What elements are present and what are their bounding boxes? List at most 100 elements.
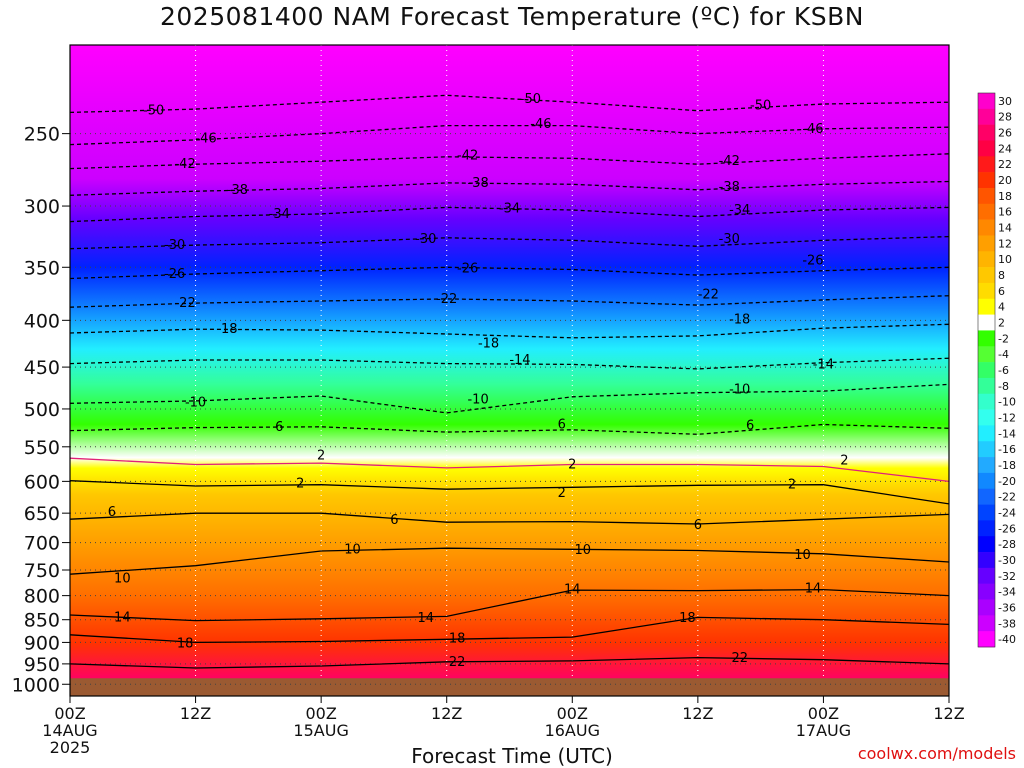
colorbar-label: -28 [998,538,1016,551]
temperature-field [70,45,949,696]
y-tick-label: 750 [24,560,60,582]
x-tick-label: 12Z [682,704,713,723]
isotherm-label: 6 [558,418,566,433]
x-tick-label: 00Z [557,704,588,723]
colorbar-swatch [978,314,995,331]
y-tick-label: 400 [24,310,60,332]
colorbar-label: -30 [998,554,1016,567]
colorbar-label: -4 [998,348,1009,361]
y-tick-label: 600 [24,471,60,493]
isotherm-label: 10 [574,543,591,558]
x-axis-label: Forecast Time (UTC) [411,744,613,768]
colorbar-swatch [978,441,995,458]
colorbar-label: -40 [998,633,1016,646]
colorbar-swatch [978,631,995,648]
isotherm-label: 22 [449,655,466,670]
y-tick-label: 300 [24,196,60,218]
colorbar-swatch [978,425,995,442]
isotherm-label: -18 [478,336,499,351]
isotherm-line [70,457,949,483]
colorbar-swatch [978,409,995,426]
isotherm-label: 10 [114,571,131,586]
colorbar-label: 14 [998,222,1012,235]
colorbar-swatch [978,156,995,173]
colorbar-label: -26 [998,522,1016,535]
temperature-shading [70,45,949,696]
colorbar-label: 2 [998,317,1005,330]
colorbar-label: 24 [998,142,1012,155]
colorbar-swatch [978,583,995,600]
isotherm-label: -34 [499,202,520,217]
colorbar-label: -8 [998,380,1009,393]
colorbar-border [977,92,996,648]
isotherm-line [70,547,949,575]
colorbar-swatch [978,457,995,474]
chart-title: 2025081400 NAM Forecast Temperature (ºC)… [160,2,864,31]
y-tick-label: 350 [24,257,60,279]
colorbar-swatch [978,377,995,395]
isotherm-line [70,588,949,622]
x-tick-date: 16AUG [545,721,600,740]
isotherm-label: -38 [227,183,248,198]
colorbar-swatch [978,567,995,584]
colorbar-swatch [978,552,995,569]
isotherm-label: -26 [164,267,185,282]
colorbar: 30 28 26 24 22 20 18 16 14 12 10 8 6 4 2 -2 -4 -6 -8 -10 -12… [977,92,1016,648]
isotherm-label: 2 [317,448,325,463]
colorbar-label: 30 [998,95,1012,108]
colorbar-label: 16 [998,206,1012,219]
isotherm-label: 6 [746,418,754,433]
y-tick-label: 500 [24,399,60,421]
isotherm-label: -46 [530,117,551,132]
isotherm-label: 2 [568,457,576,472]
credit-link[interactable]: coolwx.com/models [857,744,1016,763]
isotherm-label: -50 [520,92,541,107]
isotherm-label: 6 [390,513,398,528]
colorbar-swatch [978,267,995,284]
colorbar-swatch [978,108,995,125]
isotherm-label: -42 [457,148,478,163]
isotherm-label: -30 [164,238,185,253]
y-tick-label: 650 [24,503,60,525]
y-tick-label: 450 [24,357,60,379]
colorbar-swatch [978,203,995,220]
isotherm-label: 14 [114,610,131,625]
isotherm-lines: -50-50 -50-46-46 -46-42-42 -42-38 -38 -38-34-… [70,92,949,670]
colorbar-label: 26 [998,127,1012,140]
x-tick-label: 12Z [431,704,462,723]
ground-layer [70,678,949,696]
x-tick-label: 00Z [305,704,336,723]
colorbar-label: 6 [998,285,1005,298]
isotherm-label: -46 [802,122,823,137]
colorbar-label: -20 [998,475,1016,488]
isotherm-label: 22 [731,651,748,666]
colorbar-swatch [978,140,995,157]
isotherm-label: -18 [729,312,750,327]
colorbar-swatch [978,520,995,537]
x-tick-label: 00Z [808,704,839,723]
x-tick-date: 14AUG [42,721,97,740]
colorbar-swatch [978,282,995,300]
colorbar-label: 4 [998,301,1005,314]
colorbar-label: -16 [998,443,1016,456]
colorbar-swatch [978,219,995,236]
x-tick-label: 12Z [933,704,964,723]
isotherm-label: -26 [802,253,823,268]
colorbar-swatch [978,536,995,553]
colorbar-label: -34 [998,586,1016,599]
isotherm-label: -26 [457,261,478,276]
isotherm-label: 6 [108,505,116,520]
isotherm-line [70,616,949,644]
colorbar-swatch [978,599,995,616]
isotherm-line [70,656,949,669]
isotherm-label: -14 [813,357,834,372]
colorbar-swatch [978,172,995,189]
isotherm-label: 6 [275,420,283,435]
colorbar-label: 28 [998,111,1012,124]
isotherm-label: 14 [564,583,581,598]
isotherm-label: -10 [467,392,488,407]
colorbar-label: -2 [998,332,1009,345]
x-tick-label: 12Z [180,704,211,723]
isotherm-label: 10 [344,542,361,557]
